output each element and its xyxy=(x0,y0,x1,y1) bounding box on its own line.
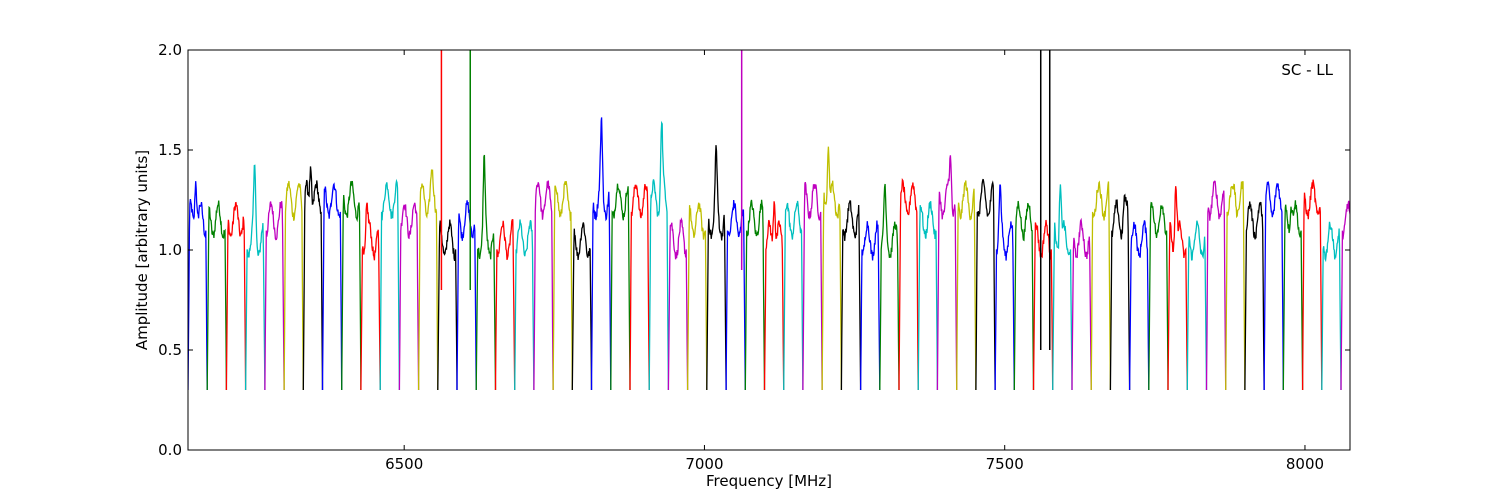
band-line xyxy=(763,201,785,391)
band-line xyxy=(648,120,670,391)
band-line xyxy=(1340,200,1350,391)
band-line xyxy=(667,217,689,391)
band-line xyxy=(360,202,381,391)
band-line xyxy=(686,202,708,391)
y-axis-label: Amplitude [arbitrary units] xyxy=(133,150,151,350)
tick-layer: 6500 7000 7500 8000 0.0 0.5 1.0 1.5 2.0 xyxy=(158,41,1350,473)
x-tick-label: 8000 xyxy=(1286,455,1324,473)
band-line xyxy=(1148,201,1169,391)
series-layer xyxy=(188,50,1379,391)
y-tick-label: 1.5 xyxy=(158,141,182,159)
band-line xyxy=(1321,221,1342,391)
band-line xyxy=(1225,180,1246,391)
band-line xyxy=(417,169,439,391)
band-line xyxy=(514,219,535,391)
band-line xyxy=(879,183,900,391)
band-line xyxy=(475,154,497,391)
y-tick-label: 1.0 xyxy=(158,241,182,259)
band-line xyxy=(571,222,593,391)
band-line xyxy=(821,146,843,391)
band-line xyxy=(1167,186,1188,391)
band-line xyxy=(206,200,228,391)
band-line xyxy=(379,178,401,391)
band-line xyxy=(802,181,823,391)
band-line xyxy=(1360,220,1379,390)
band-line xyxy=(264,201,285,391)
x-tick-label: 7000 xyxy=(685,455,723,473)
x-axis-label: Frequency [MHz] xyxy=(706,472,832,490)
band-line xyxy=(975,178,996,391)
band-line xyxy=(283,180,304,391)
band-line xyxy=(1128,220,1150,391)
band-line xyxy=(1244,201,1265,391)
band-line xyxy=(552,180,573,391)
x-tick-label: 6500 xyxy=(385,455,423,473)
y-tick-label: 0.5 xyxy=(158,341,182,359)
band-line xyxy=(840,200,862,391)
band-line xyxy=(244,164,266,391)
band-line xyxy=(1205,180,1227,391)
band-line xyxy=(783,200,804,391)
band-line xyxy=(706,145,727,391)
y-tick-label: 0.0 xyxy=(158,441,182,459)
x-tick-label: 7500 xyxy=(986,455,1024,473)
band-line xyxy=(898,178,919,391)
band-line xyxy=(1052,184,1073,391)
band-line xyxy=(590,117,612,391)
band-line xyxy=(610,183,631,391)
band-line xyxy=(1263,180,1284,391)
band-line xyxy=(1090,180,1112,391)
band-line xyxy=(494,218,516,391)
band-line xyxy=(188,181,208,391)
band-line xyxy=(1013,200,1035,391)
band-line xyxy=(225,201,247,391)
band-line xyxy=(456,200,477,391)
band-line xyxy=(744,199,766,391)
band-line xyxy=(533,180,554,391)
band-line xyxy=(936,155,958,391)
band-line xyxy=(917,200,939,391)
band-line xyxy=(321,182,343,391)
band-line xyxy=(629,184,650,391)
band-line xyxy=(341,180,362,391)
band-line xyxy=(956,180,977,391)
band-line xyxy=(859,220,881,391)
band-line xyxy=(994,184,1015,391)
y-tick-label: 2.0 xyxy=(158,41,182,59)
band-line xyxy=(1109,193,1131,391)
chart-annotation: SC - LL xyxy=(1281,61,1333,79)
band-line xyxy=(1282,200,1304,391)
band-line xyxy=(1186,220,1208,391)
band-line xyxy=(398,202,420,391)
band-line xyxy=(1071,217,1092,391)
band-line xyxy=(302,166,324,391)
band-line xyxy=(1301,179,1323,391)
